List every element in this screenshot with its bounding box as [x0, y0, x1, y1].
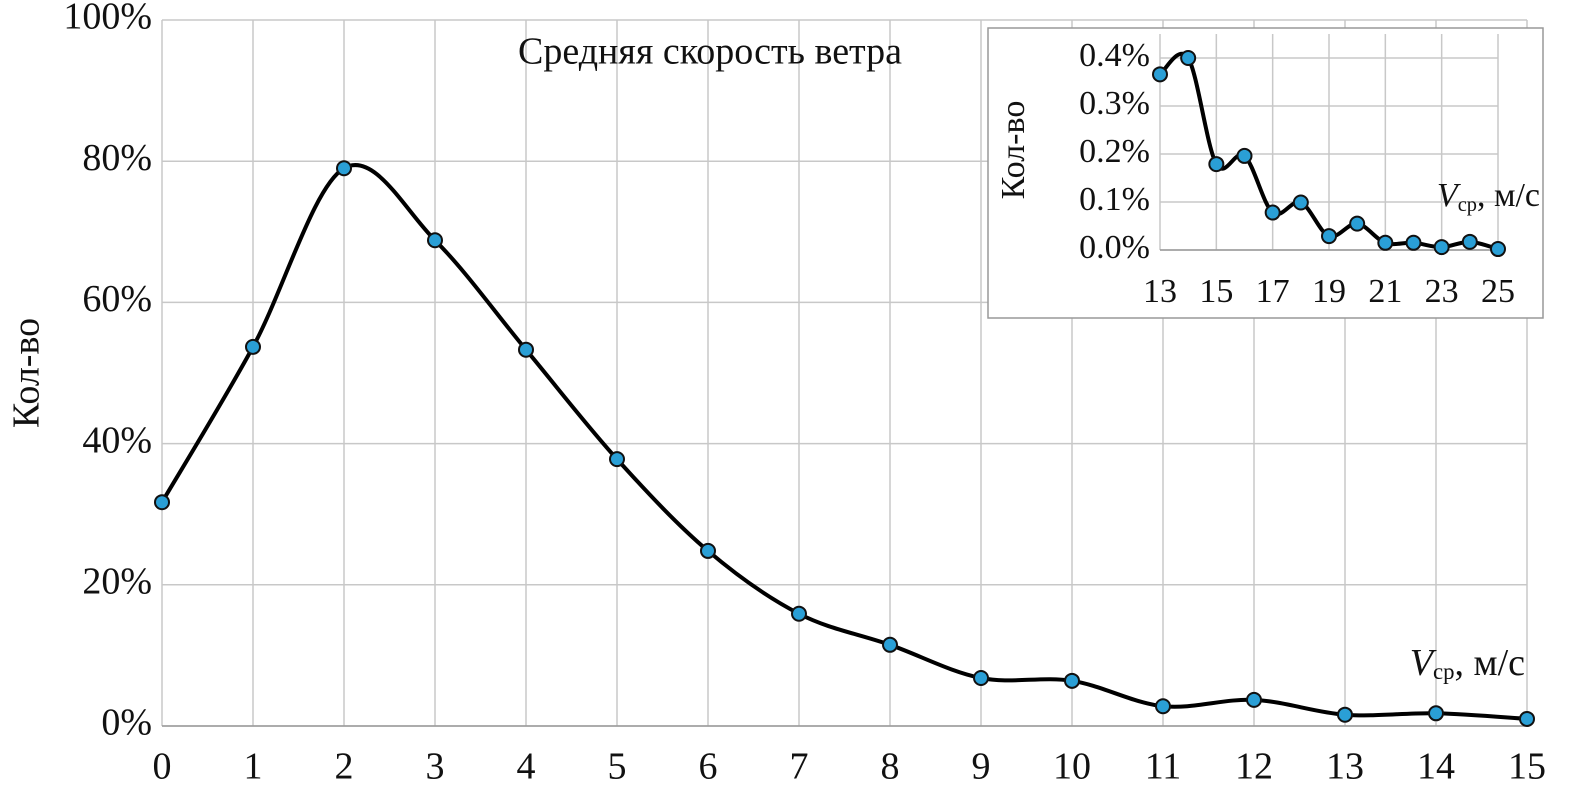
chart-panel: 0%20%40%60%80%100%0 1 2 3 4 5 6 7 8 9 10 11 12 13 14 15…	[6, 0, 1546, 788]
data-point	[1155, 698, 1171, 715]
data-point	[1337, 706, 1353, 723]
data-point	[973, 669, 989, 686]
data-point	[1377, 234, 1394, 251]
data-point	[1461, 233, 1478, 250]
x-tick-label: 10	[1053, 746, 1091, 788]
data-point	[1519, 710, 1535, 727]
x-axis-label: Vср, м/с	[1410, 642, 1525, 685]
data-point	[1349, 215, 1366, 232]
y-tick-label: 0.2%	[1079, 133, 1150, 170]
y-tick-label: 0.1%	[1079, 181, 1150, 218]
x-tick-label: 17	[1256, 273, 1290, 310]
data-point	[791, 605, 807, 622]
x-tick-label: 21	[1368, 273, 1402, 310]
x-tick-label: 14	[1417, 746, 1455, 788]
y-tick-label: 100%	[63, 0, 152, 38]
data-point	[1180, 50, 1197, 66]
data-point	[245, 338, 261, 355]
x-label-unit: , м/с	[1477, 177, 1540, 214]
x-tick-label: 4	[517, 746, 536, 788]
x-tick-label: 8	[881, 746, 900, 788]
data-point	[1264, 204, 1281, 221]
x-tick-label: 9	[972, 746, 991, 788]
chart-panel: 0.0% 0.1% 0.2% 0.3% 0.4% 13 15 17 19 21 23 25 Кол-во…	[987, 27, 1544, 319]
x-label-subscript: ср	[1458, 194, 1477, 216]
y-tick-label: 0.4%	[1079, 37, 1150, 74]
data-point	[1208, 156, 1225, 173]
x-tick-label: 19	[1312, 273, 1346, 310]
y-tick-label: 0.0%	[1079, 229, 1150, 266]
data-point	[1064, 672, 1080, 689]
data-point	[1236, 147, 1253, 164]
data-point	[1246, 691, 1262, 708]
x-label-symbol: V	[1410, 642, 1437, 684]
x-tick-label: 13	[1143, 273, 1177, 310]
data-point	[1490, 241, 1506, 258]
y-tick-label: 60%	[82, 278, 152, 320]
x-label-subscript: ср	[1433, 659, 1455, 684]
data-point	[882, 636, 898, 653]
x-tick-label: 1	[244, 746, 263, 788]
data-point	[1405, 234, 1422, 251]
chart-title: Средняя скорость ветра	[518, 31, 902, 73]
data-point	[154, 494, 170, 511]
data-point	[1321, 228, 1337, 245]
x-tick-label: 13	[1326, 746, 1364, 788]
x-tick-label: 15	[1508, 746, 1546, 788]
x-tick-label: 12	[1235, 746, 1273, 788]
x-tick-label: 5	[608, 746, 627, 788]
x-tick-label: 15	[1199, 273, 1233, 310]
x-tick-label: 23	[1425, 273, 1459, 310]
data-point	[518, 341, 534, 358]
inset-frame	[987, 27, 1544, 319]
data-point	[336, 160, 352, 177]
y-tick-label: 0.3%	[1079, 85, 1150, 122]
data-point	[1433, 239, 1450, 256]
data-point	[1152, 66, 1168, 83]
y-axis-label: Кол-во	[6, 318, 48, 428]
x-tick-label: 0	[153, 746, 172, 788]
data-point	[1428, 705, 1444, 722]
y-tick-label: 40%	[82, 419, 152, 461]
y-tick-label: 80%	[82, 137, 152, 179]
x-axis-label: Vср, м/с	[1437, 177, 1540, 216]
x-tick-label: 6	[699, 746, 718, 788]
x-tick-label: 2	[335, 746, 354, 788]
data-point	[427, 232, 443, 249]
y-tick-label: 20%	[82, 561, 152, 603]
data-point	[700, 542, 716, 559]
x-tick-label: 11	[1145, 746, 1182, 788]
x-tick-label: 25	[1481, 273, 1515, 310]
y-axis-label: Кол-во	[995, 101, 1032, 200]
data-point	[1292, 194, 1309, 211]
y-tick-label: 0%	[101, 702, 152, 744]
x-label-unit: , м/с	[1455, 642, 1525, 684]
x-tick-label: 7	[790, 746, 809, 788]
x-tick-label: 3	[426, 746, 445, 788]
data-point	[609, 451, 625, 468]
